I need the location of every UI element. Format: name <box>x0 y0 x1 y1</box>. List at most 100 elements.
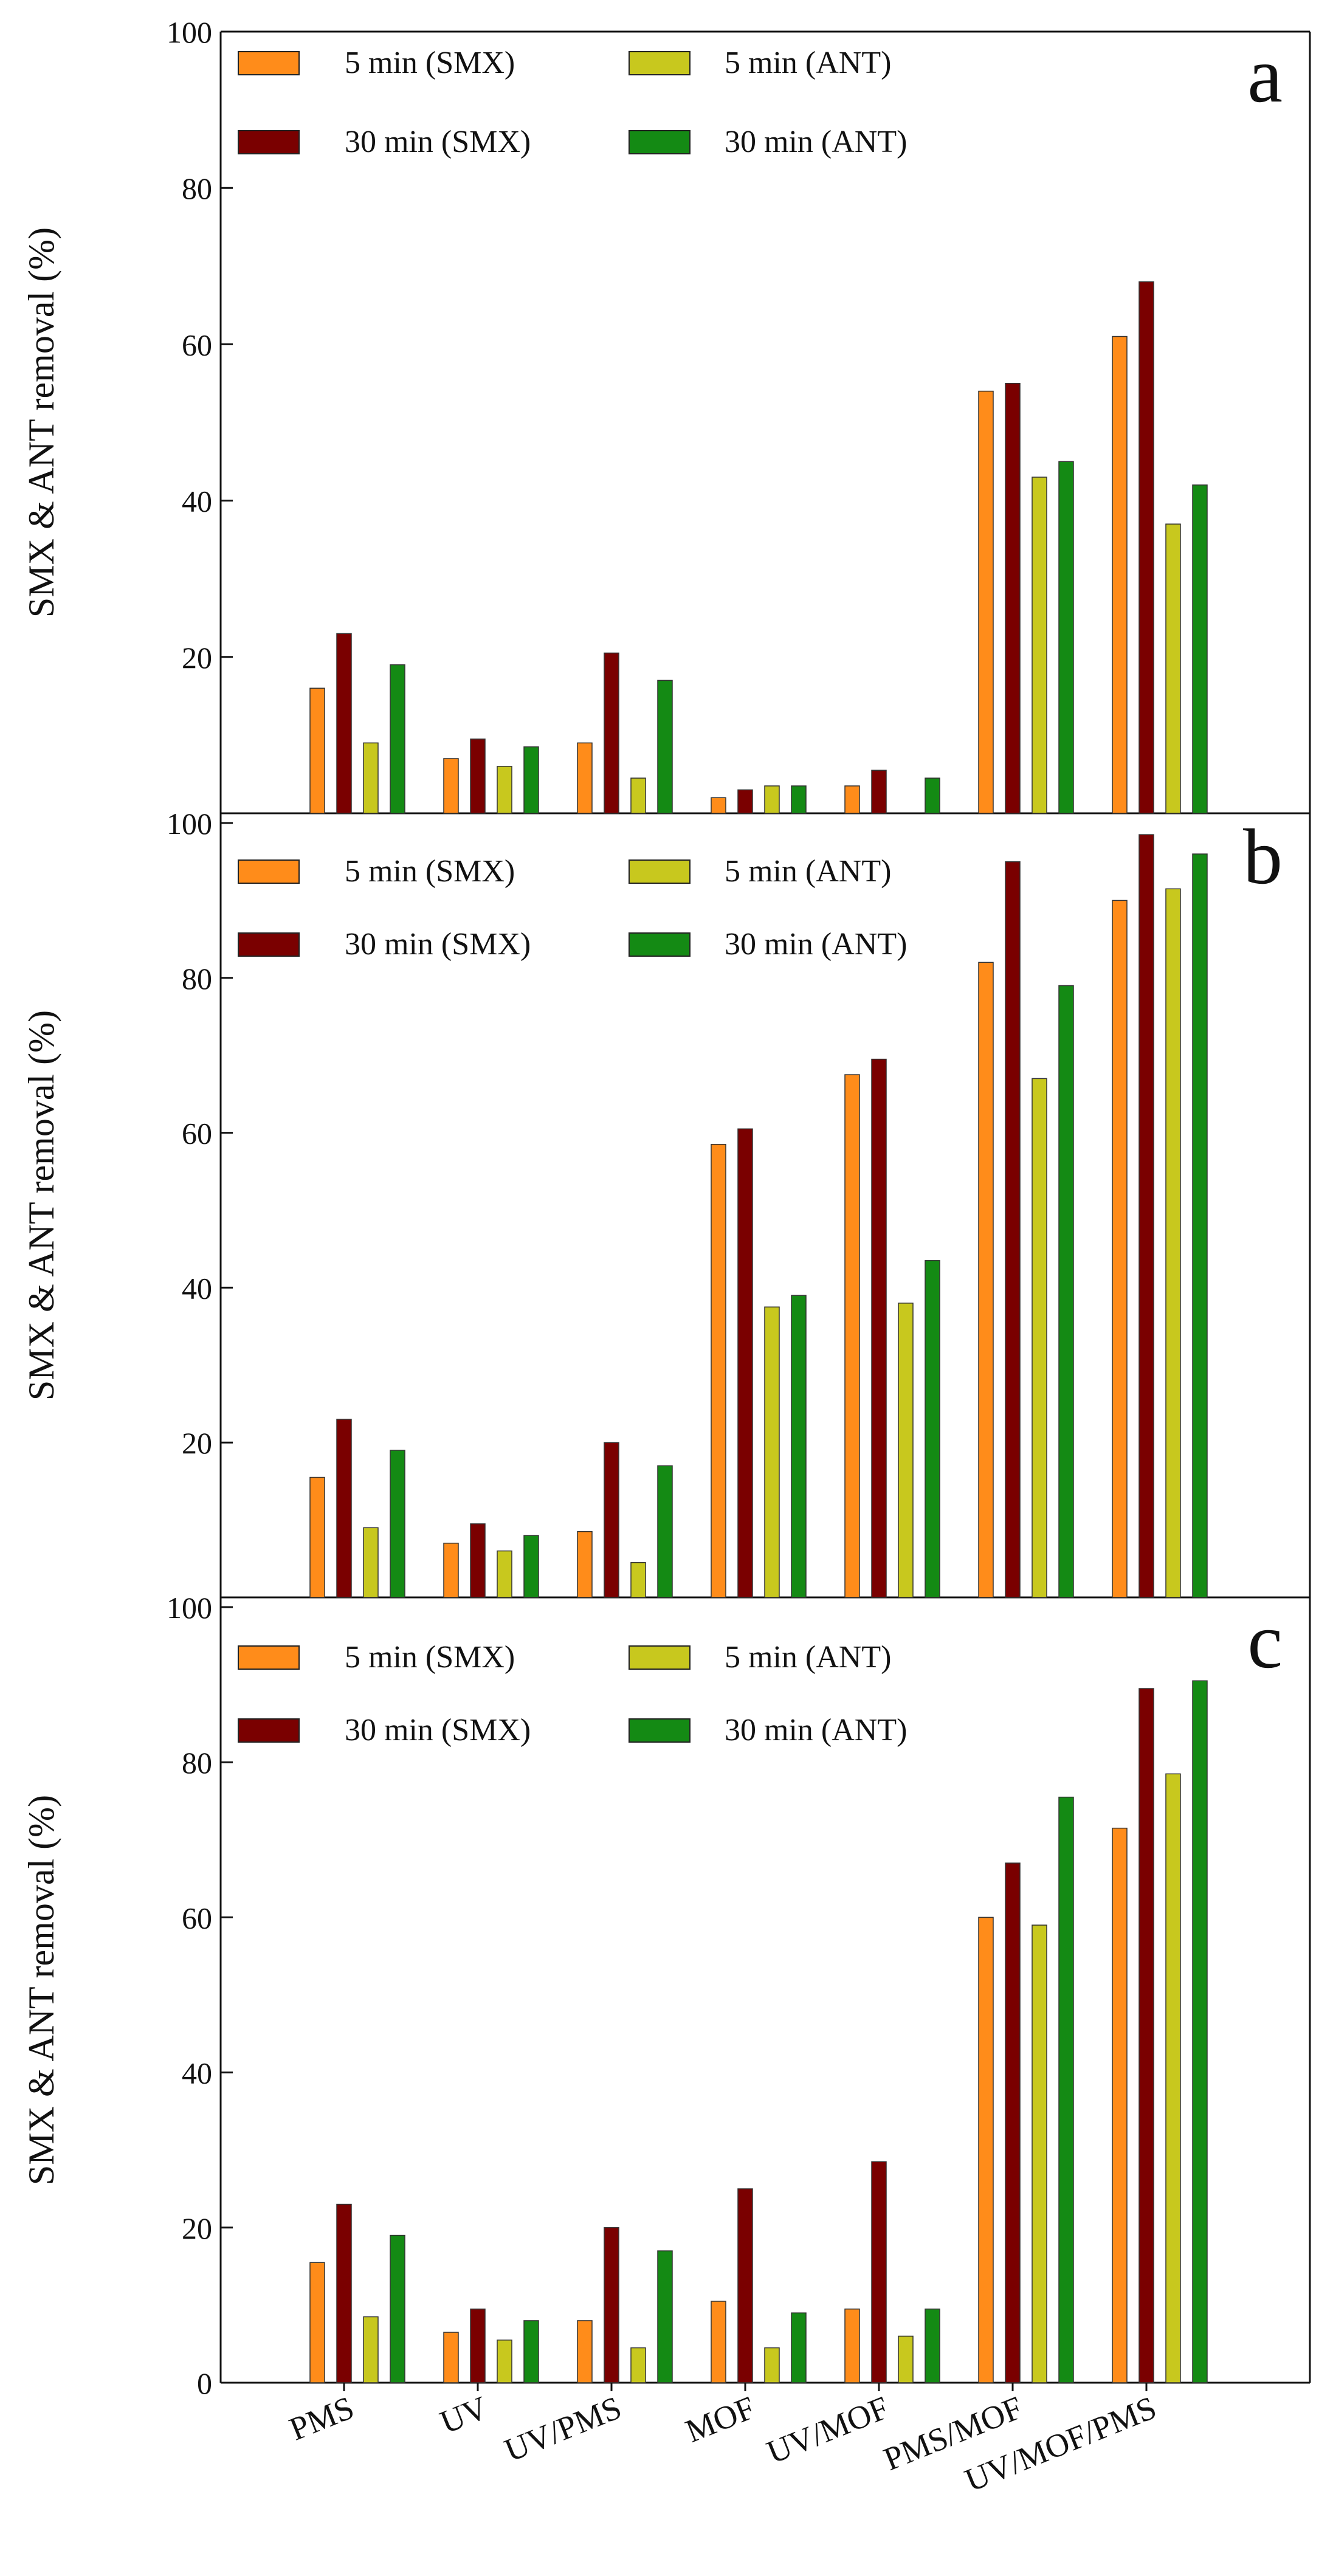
bar <box>737 2188 753 2383</box>
bar <box>604 1442 619 1598</box>
bar <box>309 2262 325 2383</box>
y-tick-label: 80 <box>182 962 212 996</box>
bar <box>630 2347 646 2383</box>
y-tick-label: 60 <box>182 1901 212 1935</box>
bar <box>711 1143 726 1598</box>
legend-swatch <box>629 1718 691 1743</box>
bar <box>1058 985 1074 1598</box>
bar <box>871 1058 887 1598</box>
bar <box>630 1562 646 1598</box>
legend-swatch <box>629 932 691 957</box>
bar <box>1165 523 1181 814</box>
bar <box>791 1295 807 1598</box>
bar <box>1192 484 1208 814</box>
bar <box>604 2227 619 2383</box>
y-tick-label: 20 <box>182 1426 212 1460</box>
y-tick-label: 20 <box>182 2211 212 2245</box>
legend-swatch <box>238 1645 300 1670</box>
legend-swatch <box>629 859 691 884</box>
bar <box>1005 861 1021 1598</box>
bar <box>1138 281 1154 814</box>
legend-swatch <box>629 51 691 75</box>
bar <box>470 739 486 814</box>
x-tick-label: PMS <box>284 2389 359 2447</box>
legend-label: 5 min (SMX) <box>345 46 515 80</box>
bar <box>978 1917 994 2383</box>
bar <box>1032 1078 1047 1598</box>
y-tick-label: 0 <box>197 2366 212 2400</box>
x-tick-label: UV/PMS <box>500 2389 627 2468</box>
y-tick-label: 80 <box>182 1746 212 1780</box>
legend-label: 30 min (SMX) <box>345 125 531 159</box>
bar <box>1032 1924 1047 2383</box>
bar <box>764 2347 780 2383</box>
bar <box>925 1260 940 1598</box>
bar <box>657 680 673 814</box>
bar <box>470 1523 486 1598</box>
bar <box>630 777 646 814</box>
bar <box>844 2309 860 2383</box>
bar <box>1112 1827 1128 2383</box>
bar <box>871 770 887 814</box>
y-axis-title: SMX & ANT removal (%) <box>21 1010 61 1400</box>
legend-swatch <box>238 130 300 154</box>
bar <box>871 2161 887 2383</box>
bar <box>363 742 379 814</box>
legend-label: 5 min (SMX) <box>345 1640 515 1675</box>
legend-label: 30 min (ANT) <box>725 1713 907 1748</box>
bar <box>1192 1680 1208 2383</box>
legend-label: 5 min (ANT) <box>725 854 891 889</box>
bar <box>898 1303 914 1598</box>
y-tick-label: 40 <box>182 1271 212 1305</box>
bar <box>1138 834 1154 1598</box>
bar <box>390 664 405 814</box>
legend-label: 5 min (ANT) <box>725 46 891 80</box>
legend-swatch <box>238 932 300 957</box>
bar <box>1165 888 1181 1598</box>
y-tick-label: 60 <box>182 1117 212 1151</box>
bar <box>1165 1773 1181 2383</box>
legend-swatch <box>629 1645 691 1670</box>
legend-swatch <box>238 51 300 75</box>
legend-swatch <box>238 859 300 884</box>
x-tick-label: UV <box>435 2389 493 2440</box>
y-axis-title: SMX & ANT removal (%) <box>21 227 61 618</box>
bar <box>363 1527 379 1598</box>
y-tick-label: 60 <box>182 328 212 362</box>
x-tick-label: UV/MOF <box>762 2389 894 2470</box>
bar <box>604 652 619 814</box>
panel-label: c <box>1247 1597 1283 1685</box>
bar <box>898 2335 914 2383</box>
y-tick-label: 20 <box>182 641 212 675</box>
legend-label: 30 min (ANT) <box>725 125 907 159</box>
bar <box>577 1531 593 1598</box>
bar <box>470 2309 486 2383</box>
bar <box>925 2309 940 2383</box>
bar <box>657 2250 673 2383</box>
bar <box>1192 853 1208 1598</box>
y-tick-label: 100 <box>167 1591 212 1625</box>
bar <box>336 2203 352 2383</box>
bar <box>390 2234 405 2383</box>
bar <box>309 1476 325 1598</box>
bar <box>711 2301 726 2383</box>
bar <box>523 1535 539 1598</box>
bar <box>737 789 753 814</box>
x-tick-label: MOF <box>680 2389 760 2449</box>
bar <box>844 1074 860 1598</box>
bar <box>657 1465 673 1598</box>
bar <box>1112 900 1128 1598</box>
bar <box>1058 1796 1074 2383</box>
bar <box>497 2340 512 2383</box>
panel-label: b <box>1243 813 1283 901</box>
bar <box>443 2332 459 2383</box>
y-tick-label: 40 <box>182 484 212 518</box>
bar <box>577 742 593 814</box>
bar <box>443 1543 459 1598</box>
legend-label: 5 min (ANT) <box>725 1640 891 1675</box>
y-tick-label: 100 <box>167 15 212 49</box>
bar <box>1032 477 1047 814</box>
bar <box>711 797 726 814</box>
